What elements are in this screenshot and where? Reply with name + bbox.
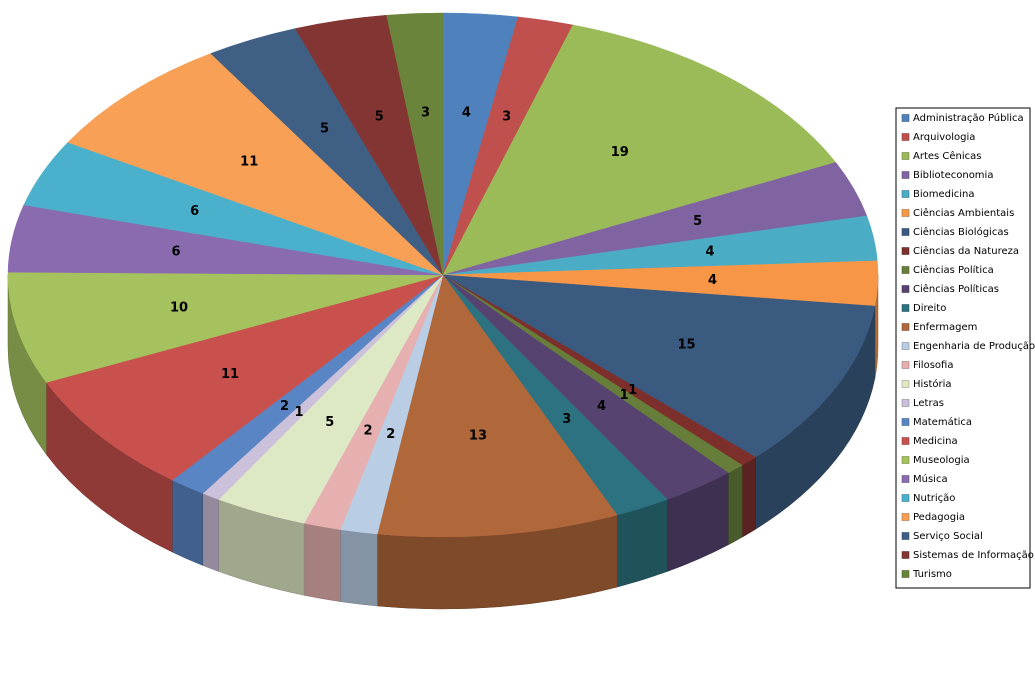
data-label: 13 — [469, 429, 487, 444]
legend-swatch — [901, 399, 910, 407]
legend-label: Turismo — [912, 569, 952, 580]
data-label: 2 — [280, 399, 289, 414]
data-label: 1 — [628, 383, 637, 398]
data-label: 5 — [325, 415, 334, 430]
data-label: 4 — [597, 399, 606, 414]
legend-swatch — [901, 494, 910, 502]
legend-swatch — [901, 171, 910, 179]
legend-label: Museologia — [913, 455, 970, 466]
legend-swatch — [901, 456, 910, 464]
legend-swatch — [901, 114, 910, 122]
legend-label: Ciências Ambientais — [913, 207, 1014, 219]
legend-label: Matemática — [913, 416, 972, 428]
legend-swatch — [901, 247, 910, 255]
data-label: 1 — [620, 388, 629, 403]
legend-label: Biblioteconomia — [913, 170, 993, 181]
legend-swatch — [901, 418, 910, 426]
slice — [376, 274, 618, 538]
legend-label: Administração Pública — [913, 112, 1024, 124]
legend-swatch — [901, 152, 910, 160]
data-label: 6 — [190, 204, 199, 219]
slice-side — [340, 529, 378, 607]
legend-swatch — [901, 551, 910, 559]
data-label: 3 — [562, 412, 571, 427]
legend-swatch — [901, 532, 910, 540]
legend-label: Ciências Política — [913, 264, 994, 276]
legend-swatch — [901, 266, 910, 274]
data-label: 10 — [170, 301, 188, 316]
legend-label: Sistemas de Informação — [913, 550, 1034, 561]
legend-swatch — [901, 209, 910, 217]
legend-swatch — [901, 475, 910, 483]
data-label: 11 — [221, 367, 239, 382]
slice — [386, 12, 444, 276]
legend-swatch — [901, 323, 910, 331]
legend-swatch — [901, 190, 910, 198]
slice-side — [741, 456, 756, 538]
legend-label: Nutrição — [913, 493, 955, 504]
legend-swatch — [901, 285, 910, 293]
legend-swatch — [901, 342, 910, 350]
data-label: 3 — [421, 105, 430, 120]
slice — [442, 274, 876, 458]
legend-swatch — [901, 361, 910, 369]
legend-label: Letras — [913, 398, 944, 409]
data-label: 2 — [364, 424, 373, 439]
legend-label: Ciências Biológicas — [913, 226, 1009, 238]
data-label: 1 — [294, 405, 303, 420]
slice — [442, 24, 837, 276]
legend-swatch — [901, 304, 910, 312]
legend-label: Pedagogia — [913, 512, 965, 523]
legend-label: Ciências Políticas — [913, 283, 999, 295]
legend-label: Biomedicina — [913, 189, 975, 200]
legend-swatch — [901, 380, 910, 388]
slice-side — [727, 464, 743, 546]
legend-label: História — [913, 378, 952, 390]
slice — [7, 271, 444, 383]
data-label: 15 — [677, 337, 695, 352]
data-label: 3 — [502, 110, 511, 125]
legend-swatch — [901, 228, 910, 236]
data-label: 4 — [706, 245, 715, 260]
legend-label: Enfermagem — [913, 322, 977, 333]
data-label: 5 — [375, 110, 384, 125]
legend-label: Artes Cênicas — [913, 150, 982, 162]
legend-label: Medicina — [913, 436, 958, 447]
data-label: 5 — [693, 214, 702, 229]
legend-swatch — [901, 570, 910, 578]
legend-label: Ciências da Natureza — [913, 245, 1019, 257]
legend-label: Filosofia — [913, 360, 953, 371]
slice — [45, 274, 444, 481]
legend-label: Música — [913, 473, 948, 485]
legend-swatch — [901, 513, 910, 521]
data-label: 11 — [240, 155, 258, 170]
slice-side — [303, 522, 341, 602]
legend-label: Arquivologia — [913, 132, 975, 143]
legend-swatch — [901, 133, 910, 141]
legend-label: Engenharia de Produção — [913, 341, 1035, 352]
data-label: 4 — [462, 106, 471, 121]
data-label: 19 — [611, 145, 629, 160]
data-label: 5 — [320, 122, 329, 137]
legend-swatch — [901, 437, 910, 445]
legend-label: Serviço Social — [913, 531, 983, 542]
slice-side — [202, 493, 219, 572]
data-label: 2 — [386, 427, 395, 442]
slice-side — [172, 479, 204, 566]
slice — [67, 53, 444, 276]
legend-label: Direito — [913, 303, 946, 314]
data-label: 4 — [708, 273, 717, 288]
legend-box — [895, 107, 1031, 589]
data-label: 6 — [171, 245, 180, 260]
